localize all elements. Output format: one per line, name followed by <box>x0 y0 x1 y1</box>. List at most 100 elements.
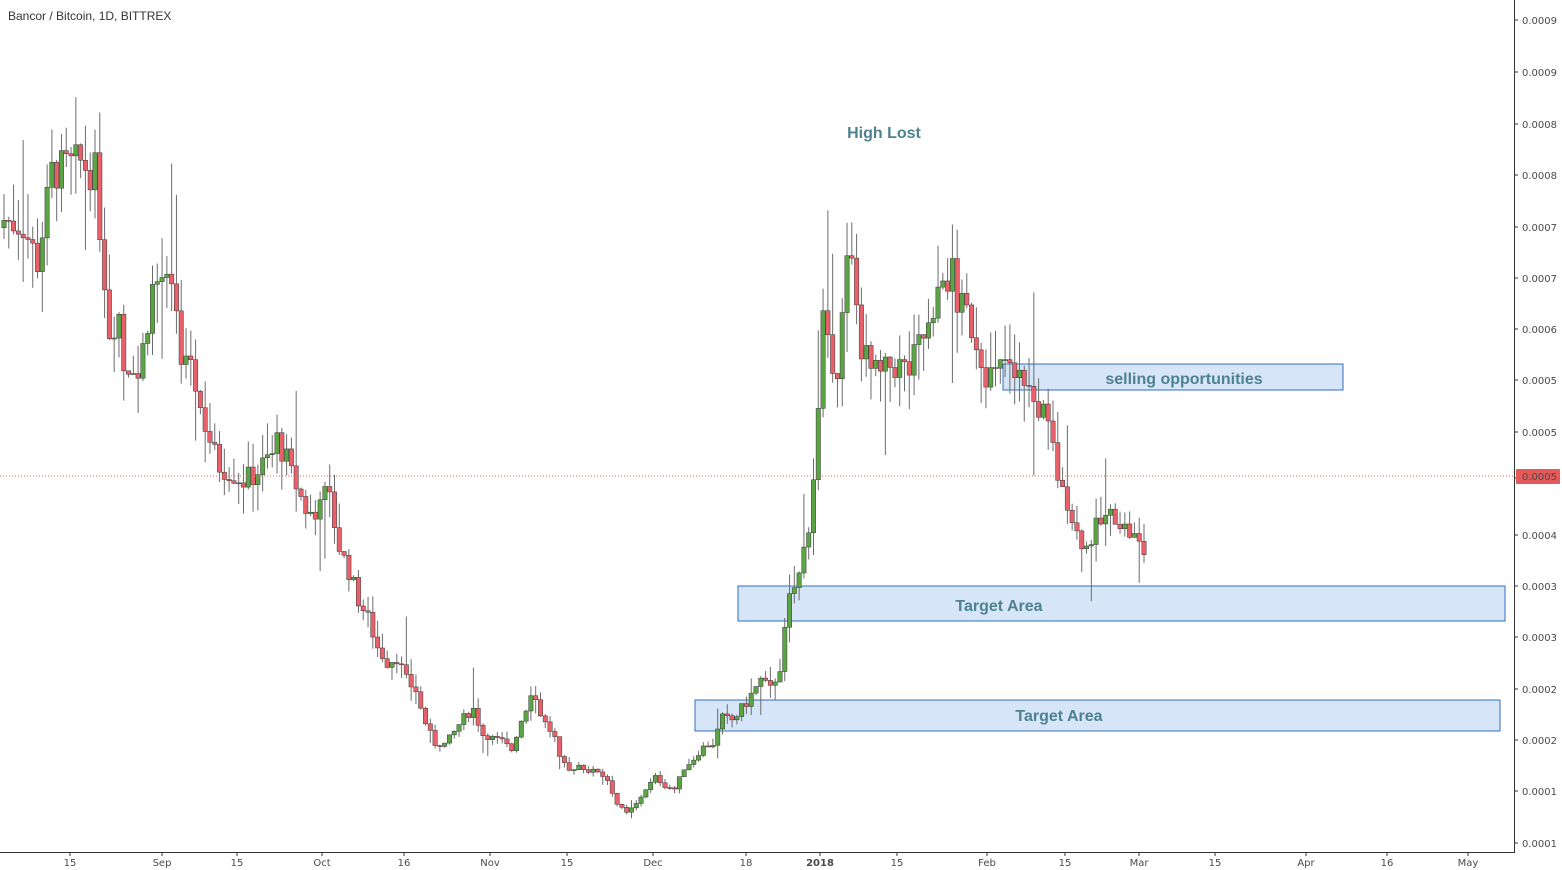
candle-body <box>873 360 879 369</box>
candle-body <box>542 715 548 723</box>
y-tick-label: 0.0001 <box>1522 787 1557 798</box>
candle-up <box>145 330 151 356</box>
candle-up <box>997 359 1003 384</box>
candle-body <box>1122 523 1128 530</box>
candle-body <box>1017 369 1022 378</box>
candle-down <box>672 785 678 794</box>
candle-body <box>1060 480 1066 487</box>
candle-up <box>734 714 740 725</box>
candle-body <box>20 233 26 238</box>
candle-down <box>121 304 127 401</box>
candle-down <box>217 431 222 483</box>
candle-down <box>983 349 989 409</box>
candle-body <box>720 713 725 730</box>
candle-body <box>197 390 203 408</box>
candle-body <box>566 762 572 771</box>
candle-body <box>485 735 491 740</box>
candle-body <box>997 359 1003 369</box>
candle-down <box>250 443 256 512</box>
x-tick-label: 15 <box>64 858 77 869</box>
candle-up <box>442 742 448 748</box>
candle-body <box>437 745 443 747</box>
candle-up <box>164 256 170 308</box>
candle-down <box>35 218 40 279</box>
candle-body <box>173 283 179 312</box>
candle-body <box>1002 359 1008 361</box>
x-tick-label: 15 <box>231 858 244 869</box>
candle-up <box>715 708 721 759</box>
candle-down <box>662 779 668 790</box>
candle-body <box>672 787 678 790</box>
candle-down <box>178 279 184 384</box>
candle-down <box>1021 365 1027 422</box>
candle-down <box>504 731 510 748</box>
candle-up <box>236 472 242 504</box>
candle-down <box>106 254 112 341</box>
candle-body <box>772 681 778 686</box>
candle-body <box>743 703 749 707</box>
candle-body <box>787 593 792 628</box>
candle-up <box>652 772 658 785</box>
y-tick-label: 0.0002 <box>1522 685 1557 696</box>
candle-body <box>858 304 864 360</box>
candle-body <box>97 152 103 240</box>
annotation-boxes <box>694 363 1506 732</box>
candle-up <box>691 756 697 768</box>
candle-body <box>504 738 510 745</box>
x-tick-label: 15 <box>1209 858 1222 869</box>
candle-down <box>1112 503 1118 525</box>
candle-body <box>705 745 711 748</box>
candle-body <box>217 444 222 473</box>
candle-up <box>528 686 534 721</box>
candle-down <box>54 159 60 222</box>
candle-body <box>868 345 874 369</box>
candle-up <box>959 279 965 336</box>
candle-up <box>571 769 577 775</box>
candle-body <box>121 313 127 372</box>
candle-body <box>490 736 496 740</box>
candle-up <box>130 355 136 375</box>
candle-body <box>595 768 601 773</box>
candle-up <box>590 765 596 777</box>
candle-down <box>87 152 93 212</box>
candle-down <box>868 341 874 400</box>
candle-down <box>102 207 108 318</box>
candle-body <box>1141 540 1147 555</box>
candle-body <box>791 587 797 594</box>
candle-body <box>739 703 745 717</box>
x-tick-label: May <box>1458 858 1479 869</box>
candle-body <box>231 480 237 484</box>
candle-down <box>197 389 203 415</box>
candle-body <box>269 453 275 455</box>
candle-up <box>49 129 55 199</box>
candle-down <box>375 620 381 658</box>
candle-up <box>116 312 122 358</box>
candle-body <box>102 239 108 291</box>
candle-down <box>370 596 376 649</box>
candle-down <box>858 287 864 382</box>
candle-down <box>978 342 984 403</box>
candle-down <box>207 403 213 454</box>
candle-down <box>542 714 548 728</box>
annotation-label: Target Area <box>1015 708 1102 725</box>
candle-body <box>954 258 960 313</box>
candle-down <box>303 489 309 529</box>
candle-down <box>212 423 218 450</box>
candle-down <box>1098 496 1104 526</box>
candle-body <box>236 482 242 485</box>
candle-body <box>59 150 64 189</box>
candles-layer <box>1 97 1147 819</box>
candle-down <box>82 125 88 250</box>
candle-body <box>207 431 213 443</box>
candle-body <box>188 355 194 360</box>
candle-body <box>710 745 716 748</box>
candle-up <box>1088 539 1094 602</box>
candle-up <box>720 712 725 735</box>
candle-up <box>739 703 745 722</box>
candle-body <box>825 310 831 335</box>
candle-body <box>1117 524 1123 530</box>
candle-body <box>346 554 352 580</box>
candle-down <box>600 768 606 785</box>
candle-body <box>509 743 515 751</box>
